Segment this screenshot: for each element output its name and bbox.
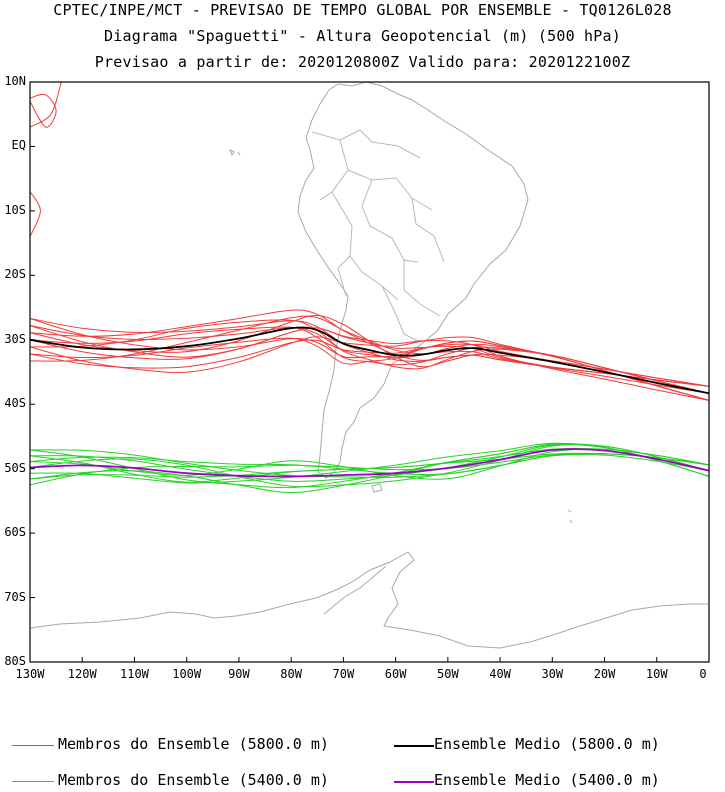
- basemap-coastlines: [29, 81, 708, 649]
- legend-black-line: [394, 745, 434, 747]
- lat-label: 40S: [4, 396, 26, 411]
- legend-red-line: [12, 745, 54, 746]
- green-member-contour: [30, 442, 709, 484]
- green-member-contour: [30, 448, 709, 477]
- lat-label: 10N: [4, 74, 26, 88]
- islands: [229, 148, 573, 524]
- legend-purple-label: Ensemble Medio (5400.0 m): [434, 771, 660, 789]
- lon-label: 90W: [228, 667, 250, 681]
- legend-black-label: Ensemble Medio (5800.0 m): [434, 735, 660, 753]
- lon-label: 80W: [280, 667, 302, 681]
- red-member-contour: [30, 93, 57, 128]
- lon-label: 50W: [437, 667, 459, 681]
- red-member-contour: [30, 327, 709, 401]
- lon-label: 30W: [541, 667, 564, 681]
- title-line-2: Diagrama "Spaguetti" - Altura Geopotenci…: [104, 27, 621, 45]
- lon-label: 120W: [67, 667, 97, 681]
- contour-lines: [30, 82, 709, 494]
- title-line-3: Previsao a partir de: 2020120800Z Valido…: [94, 53, 631, 71]
- plot-frame: [29, 81, 710, 663]
- lat-label: 50S: [4, 460, 26, 475]
- green-member-contour: [30, 449, 709, 478]
- lon-label: 10W: [645, 667, 668, 681]
- red-member-contour: [30, 336, 709, 401]
- lon-label: 100W: [172, 667, 202, 681]
- red-member-contour: [30, 319, 709, 394]
- red-member-contour: [30, 318, 709, 387]
- red-member-contour: [30, 325, 709, 401]
- title-line-1: CPTEC/INPE/MCT - PREVISAO DE TEMPO GLOBA…: [53, 1, 672, 19]
- axis-ticks: [29, 81, 710, 663]
- lon-label: 60W: [384, 667, 407, 681]
- lon-label: 110W: [120, 667, 149, 681]
- legend-purple-line: [394, 781, 434, 783]
- lon-label: 70W: [332, 667, 355, 681]
- ensemble-mean-5400: [30, 448, 709, 478]
- green-member-contour: [30, 443, 709, 494]
- red-member-contour: [30, 82, 62, 128]
- red-member-contour: [30, 327, 709, 394]
- lat-label: EQ: [11, 138, 26, 153]
- lon-label: 40W: [489, 667, 511, 681]
- lon-label: 20W: [593, 667, 616, 681]
- antarctic-peninsula: [323, 565, 387, 615]
- lat-label: 60S: [4, 525, 26, 540]
- lat-label: 20S: [4, 267, 26, 282]
- red-member-contour: [30, 314, 709, 387]
- ensemble-mean-5800: [30, 326, 709, 395]
- red-member-contour: [30, 191, 41, 237]
- lon-label: 0: [699, 667, 707, 681]
- legend-red-label: Membros do Ensemble (5800.0 m): [58, 735, 329, 753]
- legend-green-line: [12, 781, 54, 782]
- lat-label: 30S: [4, 331, 26, 346]
- country-borders: [311, 129, 445, 343]
- antarctica-outline: [29, 551, 708, 649]
- south-america-outline: [297, 81, 529, 479]
- lat-label: 80S: [4, 654, 26, 668]
- lat-label: 70S: [4, 589, 26, 604]
- lat-label: 10S: [4, 202, 26, 217]
- green-member-contour: [30, 448, 709, 480]
- legend-green-label: Membros do Ensemble (5400.0 m): [58, 771, 329, 789]
- red-member-contour: [30, 337, 709, 394]
- lon-label: 130W: [15, 667, 45, 681]
